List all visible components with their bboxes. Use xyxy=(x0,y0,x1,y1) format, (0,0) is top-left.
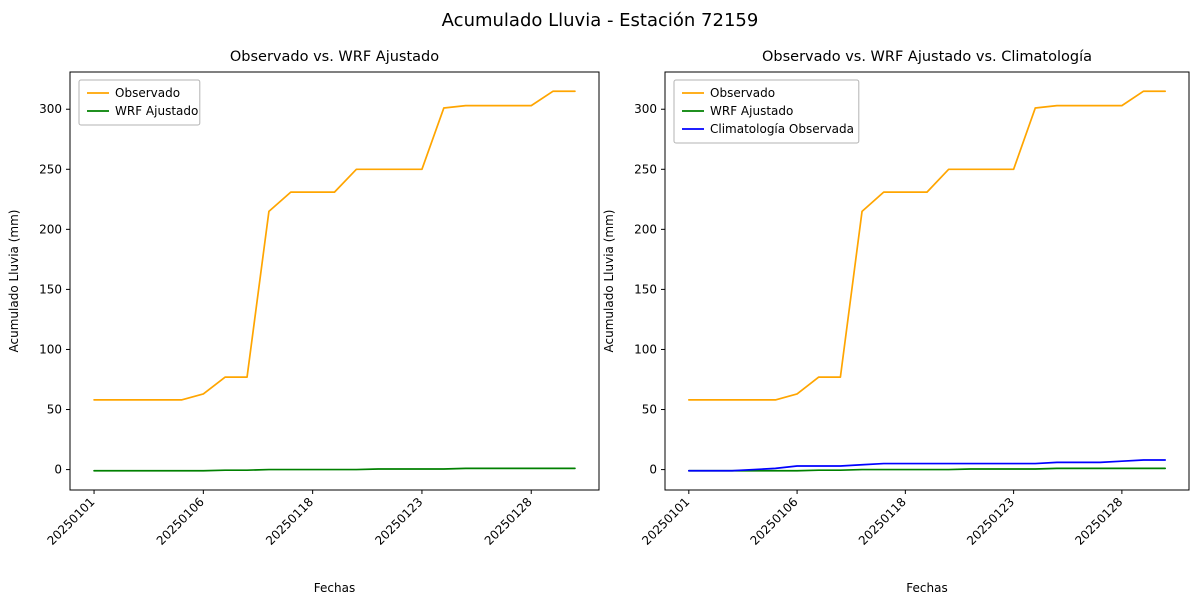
y-tick-label: 0 xyxy=(54,463,62,477)
y-tick-label: 100 xyxy=(39,342,62,356)
series-line xyxy=(687,90,1167,401)
y-tick-label: 300 xyxy=(634,102,657,116)
subplot-title: Observado vs. WRF Ajustado xyxy=(230,49,439,65)
y-tick-label: 50 xyxy=(47,403,62,417)
subplot-title: Observado vs. WRF Ajustado vs. Climatolo… xyxy=(762,49,1092,65)
y-tick-label: 250 xyxy=(634,162,657,176)
y-tick-label: 150 xyxy=(39,282,62,296)
legend-box xyxy=(673,79,860,144)
x-tick-label: 20250123 xyxy=(964,495,1017,548)
y-tick-label: 200 xyxy=(39,222,62,236)
y-tick-label: 0 xyxy=(649,463,657,477)
legend-label: WRF Ajustado xyxy=(115,104,198,118)
x-tick-label: 20250118 xyxy=(856,495,909,548)
legend-label: WRF Ajustado xyxy=(710,104,793,118)
y-axis-label: Acumulado Lluvia (mm) xyxy=(602,210,616,353)
x-axis-label: Fechas xyxy=(906,581,947,595)
left-chart: Observado vs. WRF Ajustado 0 50 100 150 200 25… xyxy=(7,49,600,595)
series-line xyxy=(93,90,576,401)
x-tick-label: 20250106 xyxy=(154,495,207,548)
figure-title: Acumulado Lluvia - Estación 72159 xyxy=(441,10,759,31)
y-tick-label: 250 xyxy=(39,162,62,176)
legend-label: Observado xyxy=(115,86,180,100)
series-line xyxy=(93,467,576,472)
series-line xyxy=(687,467,1167,472)
x-axis-label: Fechas xyxy=(314,581,355,595)
y-tick-label: 150 xyxy=(634,282,657,296)
y-tick-label: 300 xyxy=(39,102,62,116)
y-tick-label: 50 xyxy=(642,403,657,417)
y-axis-label: Acumulado Lluvia (mm) xyxy=(7,210,21,353)
x-tick-label: 20250118 xyxy=(263,495,316,548)
legend-label: Observado xyxy=(710,86,775,100)
y-tick-label: 100 xyxy=(634,342,657,356)
x-tick-label: 20250101 xyxy=(639,495,692,548)
y-tick-label: 200 xyxy=(634,222,657,236)
legend-label: Climatología Observada xyxy=(710,122,854,136)
x-tick-label: 20250123 xyxy=(372,495,425,548)
legend-box xyxy=(78,79,201,126)
series-line xyxy=(687,459,1167,472)
x-tick-label: 20250106 xyxy=(748,495,801,548)
plot-frame xyxy=(664,71,1190,491)
x-tick-label: 20250128 xyxy=(1072,495,1125,548)
x-tick-label: 20250101 xyxy=(44,495,97,548)
plot-frame xyxy=(69,71,600,491)
x-tick-label: 20250128 xyxy=(482,495,535,548)
right-chart: Observado vs. WRF Ajustado vs. Climatolo… xyxy=(602,49,1190,595)
